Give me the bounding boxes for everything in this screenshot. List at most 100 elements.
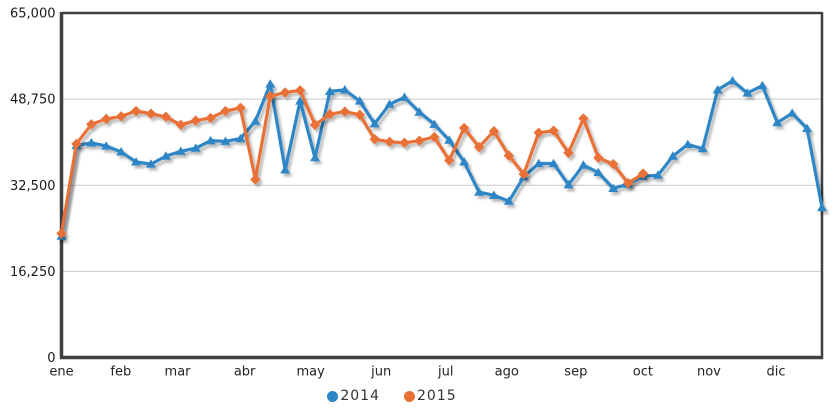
data-point-2014[interactable] (190, 143, 201, 152)
data-point-2015[interactable] (548, 125, 559, 136)
data-point-2014[interactable] (817, 202, 827, 212)
data-point-2014[interactable] (235, 133, 246, 143)
data-point-2015[interactable] (56, 228, 67, 239)
data-point-2015[interactable] (608, 158, 619, 170)
data-point-2014[interactable] (86, 138, 97, 147)
data-point-2015[interactable] (429, 131, 440, 143)
data-point-2014[interactable] (295, 96, 306, 105)
data-point-2014[interactable] (116, 147, 127, 156)
data-point-2015[interactable] (384, 136, 395, 147)
data-point-2015[interactable] (578, 113, 589, 124)
data-point-2015[interactable] (279, 87, 291, 98)
series-line-2014 (59, 79, 824, 238)
legend-label-2015: 2015 (417, 388, 457, 404)
data-point-2014[interactable] (175, 146, 186, 155)
data-point-2014[interactable] (101, 141, 112, 150)
data-point-2014[interactable] (459, 157, 470, 166)
data-point-2014[interactable] (787, 108, 798, 117)
data-point-2014[interactable] (727, 76, 738, 85)
data-point-2014[interactable] (712, 85, 723, 94)
x-tick-label: ene (49, 365, 73, 380)
data-point-2014[interactable] (652, 170, 663, 179)
legend-item-2015[interactable]: 2015 (404, 388, 457, 404)
data-point-2015[interactable] (160, 111, 172, 123)
legend-item-2014[interactable]: 2014 (327, 388, 380, 404)
data-point-2015[interactable] (250, 174, 261, 185)
data-point-2014[interactable] (265, 79, 276, 88)
data-point-2015[interactable] (533, 127, 544, 138)
data-point-2015[interactable] (563, 147, 574, 159)
series-2015[interactable] (56, 85, 649, 239)
data-point-2014[interactable] (802, 123, 813, 133)
data-point-2015[interactable] (86, 119, 97, 130)
data-point-2015[interactable] (488, 125, 500, 137)
data-point-2015[interactable] (622, 177, 634, 189)
data-point-2015[interactable] (339, 106, 351, 117)
data-point-2014[interactable] (324, 86, 335, 96)
data-point-2015[interactable] (414, 135, 425, 146)
data-point-2015[interactable] (205, 112, 216, 124)
x-tick-label: ago (495, 365, 519, 380)
data-point-2015[interactable] (473, 141, 485, 153)
x-tick-label: jun (370, 365, 391, 380)
data-point-2015[interactable] (518, 168, 529, 180)
data-point-2014[interactable] (399, 92, 410, 101)
data-point-2014[interactable] (280, 165, 291, 174)
data-point-2015[interactable] (265, 91, 276, 102)
data-point-2015[interactable] (145, 108, 157, 119)
data-point-2014[interactable] (772, 117, 783, 127)
data-point-2015[interactable] (637, 168, 649, 179)
data-point-2014[interactable] (414, 107, 425, 116)
data-point-2014[interactable] (131, 157, 142, 166)
data-point-2015[interactable] (115, 111, 127, 122)
data-point-2015[interactable] (101, 113, 112, 125)
data-point-2015[interactable] (235, 102, 246, 114)
data-point-2014[interactable] (384, 99, 395, 108)
data-point-2014[interactable] (369, 118, 380, 128)
legend-marker-2014-icon (327, 390, 339, 402)
data-point-2015[interactable] (294, 85, 306, 96)
series-2014[interactable] (56, 76, 828, 240)
data-point-2015[interactable] (458, 122, 470, 134)
data-point-2014[interactable] (429, 119, 440, 128)
x-tick-label: oct (633, 365, 653, 380)
line-chart: 0 16,250 32,500 48,750 65,000 ene feb mar abr may… (10, 7, 828, 380)
data-point-2014[interactable] (533, 158, 544, 168)
data-point-2014[interactable] (145, 159, 156, 168)
data-point-2015[interactable] (71, 138, 82, 150)
data-point-2014[interactable] (220, 136, 231, 145)
data-point-2014[interactable] (697, 143, 708, 153)
data-point-2014[interactable] (339, 85, 350, 94)
data-point-2014[interactable] (757, 80, 768, 90)
data-point-2015[interactable] (309, 119, 321, 131)
data-point-2014[interactable] (354, 96, 365, 105)
data-point-2014[interactable] (742, 88, 753, 97)
data-point-2014[interactable] (474, 187, 485, 196)
y-tick-label: 16,250 (10, 265, 56, 280)
data-point-2014[interactable] (682, 139, 693, 149)
data-point-2015[interactable] (354, 109, 365, 120)
data-point-2014[interactable] (503, 196, 514, 205)
data-point-2014[interactable] (608, 183, 619, 193)
data-point-2014[interactable] (548, 158, 559, 168)
data-point-2015[interactable] (593, 152, 604, 163)
data-point-2014[interactable] (205, 135, 216, 145)
data-point-2015[interactable] (130, 105, 142, 117)
data-point-2015[interactable] (220, 105, 231, 117)
data-point-2015[interactable] (444, 155, 455, 166)
data-point-2015[interactable] (175, 119, 186, 131)
data-point-2015[interactable] (324, 109, 336, 120)
data-point-2014[interactable] (593, 167, 604, 177)
data-point-2015[interactable] (369, 133, 380, 145)
data-point-2014[interactable] (667, 151, 678, 160)
data-point-2015[interactable] (190, 115, 201, 126)
data-point-2014[interactable] (444, 135, 455, 144)
data-point-2014[interactable] (160, 151, 171, 160)
data-point-2014[interactable] (250, 116, 261, 125)
data-point-2015[interactable] (399, 137, 410, 149)
data-point-2014[interactable] (488, 190, 499, 199)
data-point-2015[interactable] (503, 150, 515, 161)
data-point-2014[interactable] (563, 179, 574, 189)
data-point-2014[interactable] (578, 160, 589, 169)
data-point-2014[interactable] (310, 152, 320, 162)
